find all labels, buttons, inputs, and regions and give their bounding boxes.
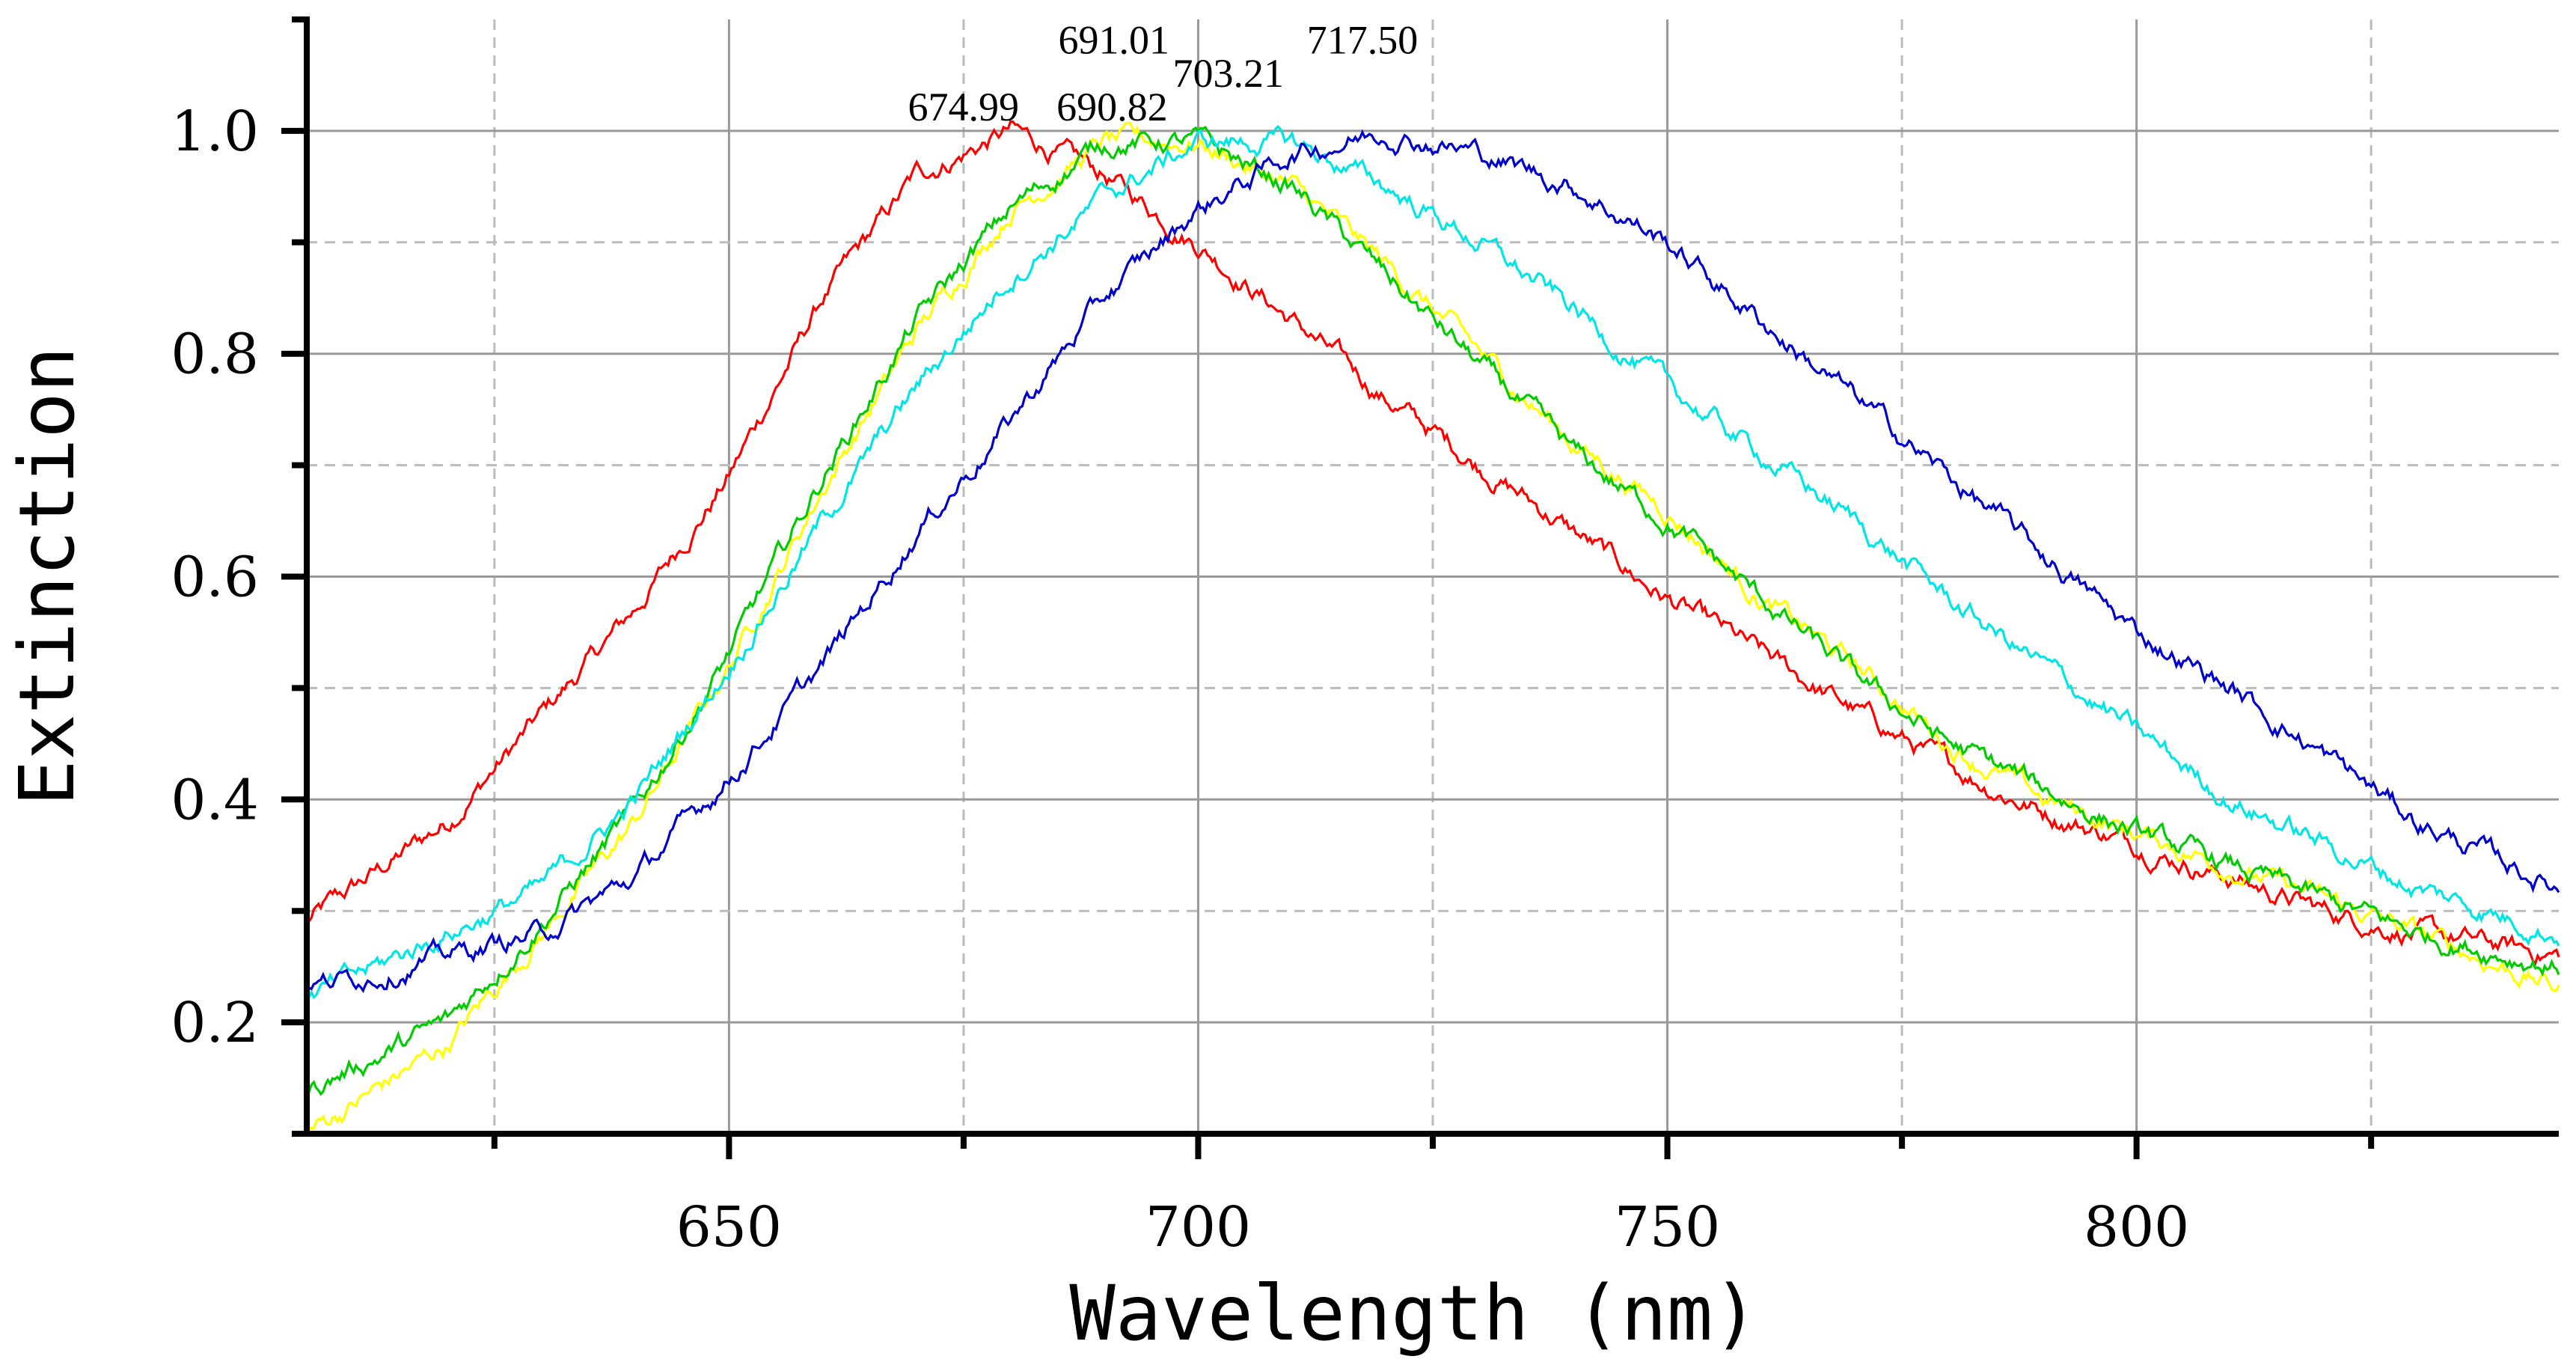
peak-label: 691.01 (1058, 18, 1169, 63)
y-tick-label: 0.8 (171, 323, 259, 387)
y-tick-label: 0.6 (171, 546, 259, 610)
axes-layer (281, 16, 2559, 1159)
series-line-green (305, 125, 2560, 1096)
y-tick-label: 0.4 (171, 768, 259, 832)
x-tick-label: 650 (676, 1195, 782, 1259)
x-tick-label: 750 (1615, 1195, 1720, 1259)
x-tick-label: 700 (1145, 1195, 1251, 1259)
grid-layer (307, 19, 2559, 1134)
peak-label: 717.50 (1307, 18, 1419, 63)
series-line-cyan (305, 124, 2560, 1002)
y-axis-title: Extinction (3, 346, 92, 806)
series-line-red (306, 120, 2560, 966)
y-tick-label: 0.2 (171, 991, 259, 1055)
label-layer: 650 700 750 800 0.2 0.4 0.6 0.8 1.0 674.99 690.82 6… (171, 18, 2189, 1259)
x-axis-title: Wavelength (nm) (1069, 1269, 1758, 1358)
peak-label: 703.21 (1172, 51, 1284, 96)
series-line-blue (305, 129, 2560, 994)
peak-label: 690.82 (1056, 85, 1168, 129)
series-layer (305, 120, 2560, 1133)
y-tick-label: 1.0 (171, 100, 259, 164)
peak-label: 674.99 (908, 85, 1020, 129)
x-tick-label: 800 (2084, 1195, 2189, 1259)
